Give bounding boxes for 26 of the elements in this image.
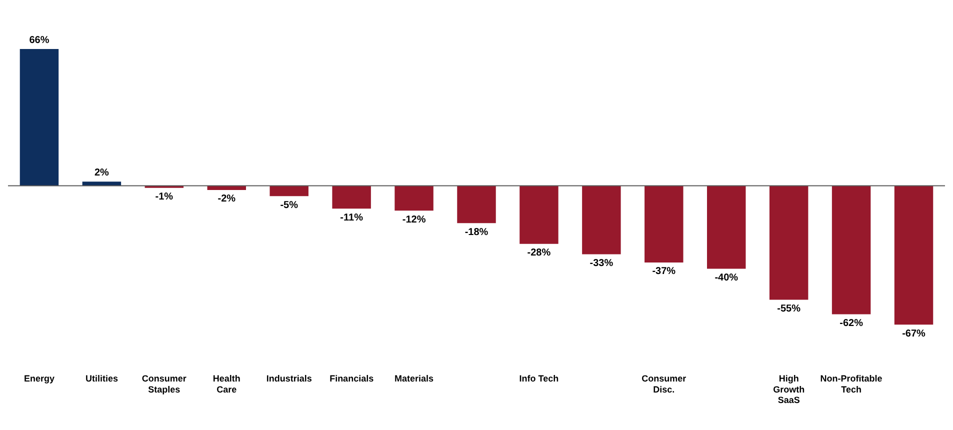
x-tick-label: Energy [24,373,54,384]
data-label: 66% [29,34,50,46]
x-tick-label: Industrials [266,373,312,384]
data-label: -12% [402,214,426,226]
x-tick-label: Utilities [85,373,118,384]
data-label: -55% [777,304,801,315]
data-label: -5% [280,200,298,211]
data-label: -2% [218,194,236,205]
data-label: -18% [464,226,488,238]
data-label: -11% [340,212,364,224]
data-label: -33% [590,258,614,269]
data-label: -28% [527,248,551,259]
data-label: -37% [652,266,676,278]
x-tick-label: Consumer Staples [142,373,187,394]
x-tick-label: Non-Profitable Tech [820,373,882,394]
x-tick-label: Info Tech [519,373,559,384]
data-label: -67% [902,328,926,340]
x-tick-label: Consumer Disc. [642,373,687,394]
x-tick-label: Financials [330,373,374,384]
x-tick-label: Health Care [212,373,240,394]
data-label: 2% [94,167,110,178]
x-tick-label: High Growth SaaS [773,373,805,406]
data-label: -62% [840,318,864,330]
x-tick-label: Materials [394,373,434,384]
data-label: -40% [714,272,738,284]
data-label: -1% [155,192,174,203]
